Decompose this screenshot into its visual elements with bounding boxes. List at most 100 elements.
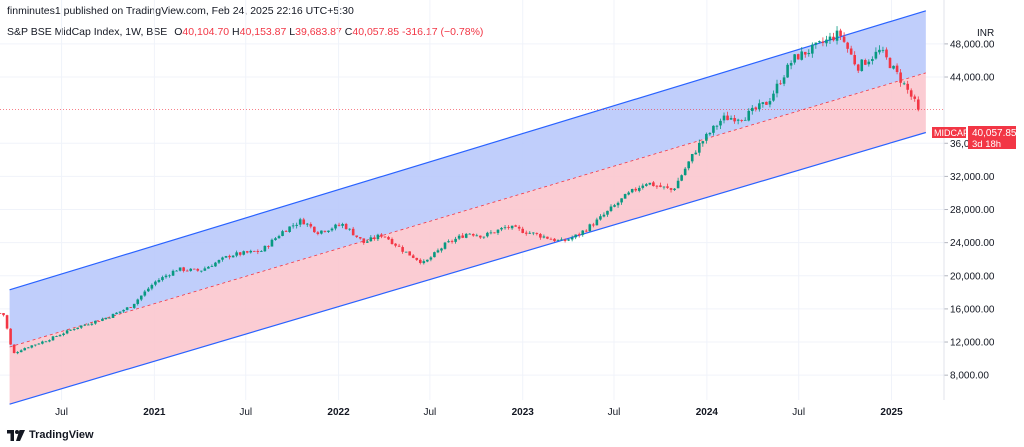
y-tick-label: 16,000.00 xyxy=(950,304,995,315)
candle-body xyxy=(835,30,839,41)
candle-body xyxy=(185,270,189,272)
candle-body xyxy=(94,320,97,324)
candle-body xyxy=(906,83,909,90)
candle-body xyxy=(913,96,917,99)
candle-body xyxy=(224,256,228,258)
candle-body xyxy=(404,251,408,253)
candle-body xyxy=(433,252,436,258)
candle-body xyxy=(387,237,390,240)
candle-body xyxy=(284,231,288,232)
candle-body xyxy=(79,325,83,328)
candle-body xyxy=(567,239,570,241)
y-tick-label: 12,000.00 xyxy=(950,338,995,349)
low-value: 39,683.87 xyxy=(295,26,342,38)
candle-body xyxy=(429,257,433,260)
tradingview-logo-icon xyxy=(7,429,25,441)
candle-body xyxy=(503,227,507,229)
candle-body xyxy=(231,255,235,258)
open-label: O xyxy=(174,26,183,38)
candle-body xyxy=(291,225,295,227)
candle-body xyxy=(807,52,811,55)
candle-body xyxy=(86,324,90,326)
price-axis[interactable]: INR 48,000.0044,000.0036,000.0032,000.00… xyxy=(943,0,995,400)
candle-body xyxy=(351,228,355,236)
candle-body xyxy=(298,219,302,225)
candle-body xyxy=(274,238,277,241)
candle-body xyxy=(577,234,581,236)
candle-body xyxy=(648,182,652,185)
candle-body xyxy=(341,223,344,226)
candle-body xyxy=(514,225,517,227)
candle-body xyxy=(164,275,168,278)
candle-body xyxy=(464,233,468,238)
candle-body xyxy=(104,317,108,320)
candle-body xyxy=(532,232,535,234)
candle-body xyxy=(916,99,920,110)
candle-body xyxy=(789,62,793,66)
candle-body xyxy=(426,259,429,262)
candle-body xyxy=(457,235,461,239)
candle-body xyxy=(383,236,387,238)
candle-body xyxy=(108,317,111,319)
candle-body xyxy=(411,255,415,258)
candle-body xyxy=(16,352,19,354)
candle-body xyxy=(147,288,150,292)
candle-body xyxy=(238,252,242,255)
candle-body xyxy=(260,251,263,252)
candle-body xyxy=(687,161,691,169)
candle-body xyxy=(97,321,101,322)
candle-body xyxy=(524,232,528,234)
candle-body xyxy=(5,315,9,329)
candle-body xyxy=(305,223,309,225)
candle-body xyxy=(832,36,835,41)
candle-body xyxy=(768,101,772,105)
close-value: 40,057.85 xyxy=(352,26,400,38)
x-tick-label: Jul xyxy=(423,407,436,418)
candle-body xyxy=(122,309,125,312)
candle-body xyxy=(263,245,267,252)
candle-body xyxy=(443,242,447,249)
candle-body xyxy=(65,330,69,334)
candle-body xyxy=(581,230,585,235)
candle-body xyxy=(814,42,818,45)
candle-body xyxy=(178,267,182,271)
candle-body xyxy=(659,185,662,187)
candle-body xyxy=(129,307,132,308)
countdown: 3d 18h xyxy=(972,139,1001,150)
candle-body xyxy=(895,65,899,73)
candle-body xyxy=(560,239,563,241)
candle-body xyxy=(479,235,482,238)
channel-lower-line[interactable] xyxy=(9,131,927,405)
candle-body xyxy=(44,341,48,343)
candle-body xyxy=(422,261,426,264)
candle-body xyxy=(366,241,369,243)
high-value: 40,153.87 xyxy=(239,26,287,38)
candle-body xyxy=(397,245,401,247)
candle-body xyxy=(705,133,708,141)
candles xyxy=(0,26,920,355)
candle-body xyxy=(786,64,789,78)
tradingview-footer[interactable]: TradingView xyxy=(7,429,94,441)
candle-body xyxy=(157,279,161,282)
candle-body xyxy=(252,250,256,252)
candle-body xyxy=(676,180,680,189)
candle-body xyxy=(175,270,178,272)
candle-body xyxy=(245,251,249,253)
candle-body xyxy=(30,345,34,348)
candle-body xyxy=(295,224,298,226)
candle-body xyxy=(55,336,58,337)
x-tick-label: 2022 xyxy=(327,407,350,418)
channel-upper-line[interactable] xyxy=(9,10,927,291)
candle-body xyxy=(189,268,193,271)
candle-body xyxy=(436,250,440,253)
candle-body xyxy=(609,206,613,211)
open-value: 40,104.70 xyxy=(182,26,230,38)
candle-body xyxy=(535,232,539,234)
candle-body xyxy=(500,227,503,230)
candle-body xyxy=(655,185,659,187)
x-tick-label: Jul xyxy=(239,407,252,418)
price-tag-bg xyxy=(968,126,1016,149)
candle-body xyxy=(26,347,30,349)
time-axis[interactable]: Jul 2021 Jul 2022 Jul 2023 Jul 2024 Jul 2025 xyxy=(55,407,903,418)
